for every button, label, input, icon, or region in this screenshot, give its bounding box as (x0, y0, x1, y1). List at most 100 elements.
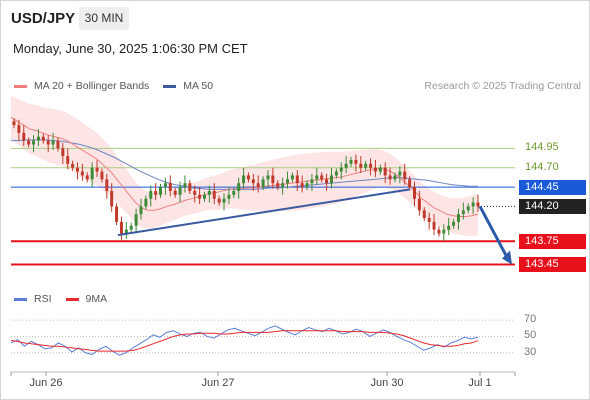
candle-body (12, 121, 16, 126)
datetime-label: Monday, June 30, 2025 1:06:30 PM CET (13, 41, 248, 56)
candle-body (51, 140, 55, 145)
source-credit: Research © 2025 Trading Central (424, 80, 581, 92)
candle-body (66, 156, 70, 164)
candle-body (110, 190, 114, 207)
main-legend: MA 20 + Bollinger Bands MA 50 (14, 80, 227, 92)
candle-body (144, 198, 148, 207)
candle-body (178, 187, 182, 195)
x-tick-label: Jun 27 (201, 377, 235, 389)
rsi-tick-50: 50 (524, 329, 537, 342)
candle-body (442, 229, 446, 234)
candle-body (163, 183, 167, 188)
candle-body (310, 179, 314, 184)
candle-body (281, 183, 285, 188)
candle-body (373, 167, 377, 172)
legend-swatch-9ma (65, 297, 79, 301)
candle-body (17, 125, 21, 133)
legend-label-ma20: MA 20 + Bollinger Bands (34, 80, 150, 92)
candle-body (329, 175, 333, 184)
candle-body (432, 221, 436, 230)
candle-body (56, 140, 60, 149)
candle-body (193, 190, 197, 195)
candle-body (183, 183, 187, 188)
candle-body (188, 183, 192, 191)
candle-body (217, 198, 221, 203)
rsi-line (10, 325, 479, 356)
timeframe-badge[interactable]: 30 MIN (79, 7, 129, 30)
level-label-144-45: 144.45 (519, 179, 586, 195)
x-tick-label: Jun 26 (29, 377, 63, 389)
candle-body (466, 206, 470, 211)
bollinger-band (11, 95, 478, 236)
rsi-9ma-line (10, 330, 479, 352)
candle-body (456, 214, 460, 222)
candle-body (154, 190, 158, 195)
candle-body (256, 183, 260, 188)
legend-label-ma50: MA 50 (183, 80, 214, 92)
candle-body (139, 206, 143, 215)
legend-swatch-rsi (14, 297, 27, 301)
candle-body (325, 179, 329, 184)
candle-body (105, 179, 109, 191)
candle-body (271, 175, 275, 184)
legend-swatch-ma20 (14, 84, 27, 88)
candle-body (320, 175, 324, 180)
candle-body (212, 190, 216, 199)
candle-body (359, 163, 363, 168)
candle-body (75, 167, 79, 172)
candle-body (95, 167, 99, 172)
candle-body (85, 175, 89, 180)
candle-body (305, 183, 309, 188)
candle-body (344, 163, 348, 168)
candle-body (222, 198, 226, 203)
candle-body (339, 167, 343, 172)
legend-swatch-ma50 (163, 84, 177, 88)
candle-body (369, 163, 373, 168)
candle-body (393, 175, 397, 180)
candle-body (290, 175, 294, 180)
candle-body (242, 175, 246, 184)
candle-body (383, 167, 387, 176)
candle-body (46, 140, 50, 145)
candle-body (80, 171, 84, 176)
candle-body (417, 198, 421, 211)
legend-item-9ma: 9MA (65, 293, 108, 305)
candle-body (286, 179, 290, 184)
legend-item-ma20: MA 20 + Bollinger Bands (14, 80, 149, 92)
legend-label-9ma: 9MA (85, 293, 108, 305)
level-label-144-70: 144.70 (525, 160, 559, 173)
candle-body (71, 163, 75, 168)
trendline (117, 188, 411, 237)
candle-body (124, 229, 128, 234)
candle-body (403, 171, 407, 180)
candle-body (232, 190, 236, 195)
candle-body (119, 221, 123, 234)
candle-body (159, 187, 163, 195)
candle-body (41, 136, 45, 141)
candle-body (227, 194, 231, 199)
candle-body (129, 225, 133, 230)
candle-body (447, 225, 451, 230)
candle-body (261, 179, 265, 188)
candle-body (398, 171, 402, 176)
candle-body (378, 167, 382, 172)
forecast-arrow-head (502, 250, 512, 265)
candle-body (149, 190, 153, 199)
legend-label-rsi: RSI (34, 293, 52, 305)
candle-body (266, 175, 270, 180)
rsi-tick-30: 30 (524, 345, 537, 358)
candle-body (413, 187, 417, 199)
candle-body (427, 218, 431, 222)
candle-body (354, 159, 358, 164)
candle-body (246, 175, 250, 180)
candle-body (437, 229, 441, 234)
candle-body (27, 140, 31, 145)
forecast-arrow-shaft (478, 205, 510, 260)
candle-body (471, 202, 475, 207)
candle-body (134, 214, 138, 226)
candle-body (452, 221, 456, 226)
level-label-144-95: 144.95 (525, 141, 559, 154)
candle-body (202, 194, 206, 199)
candle-body (315, 175, 319, 180)
